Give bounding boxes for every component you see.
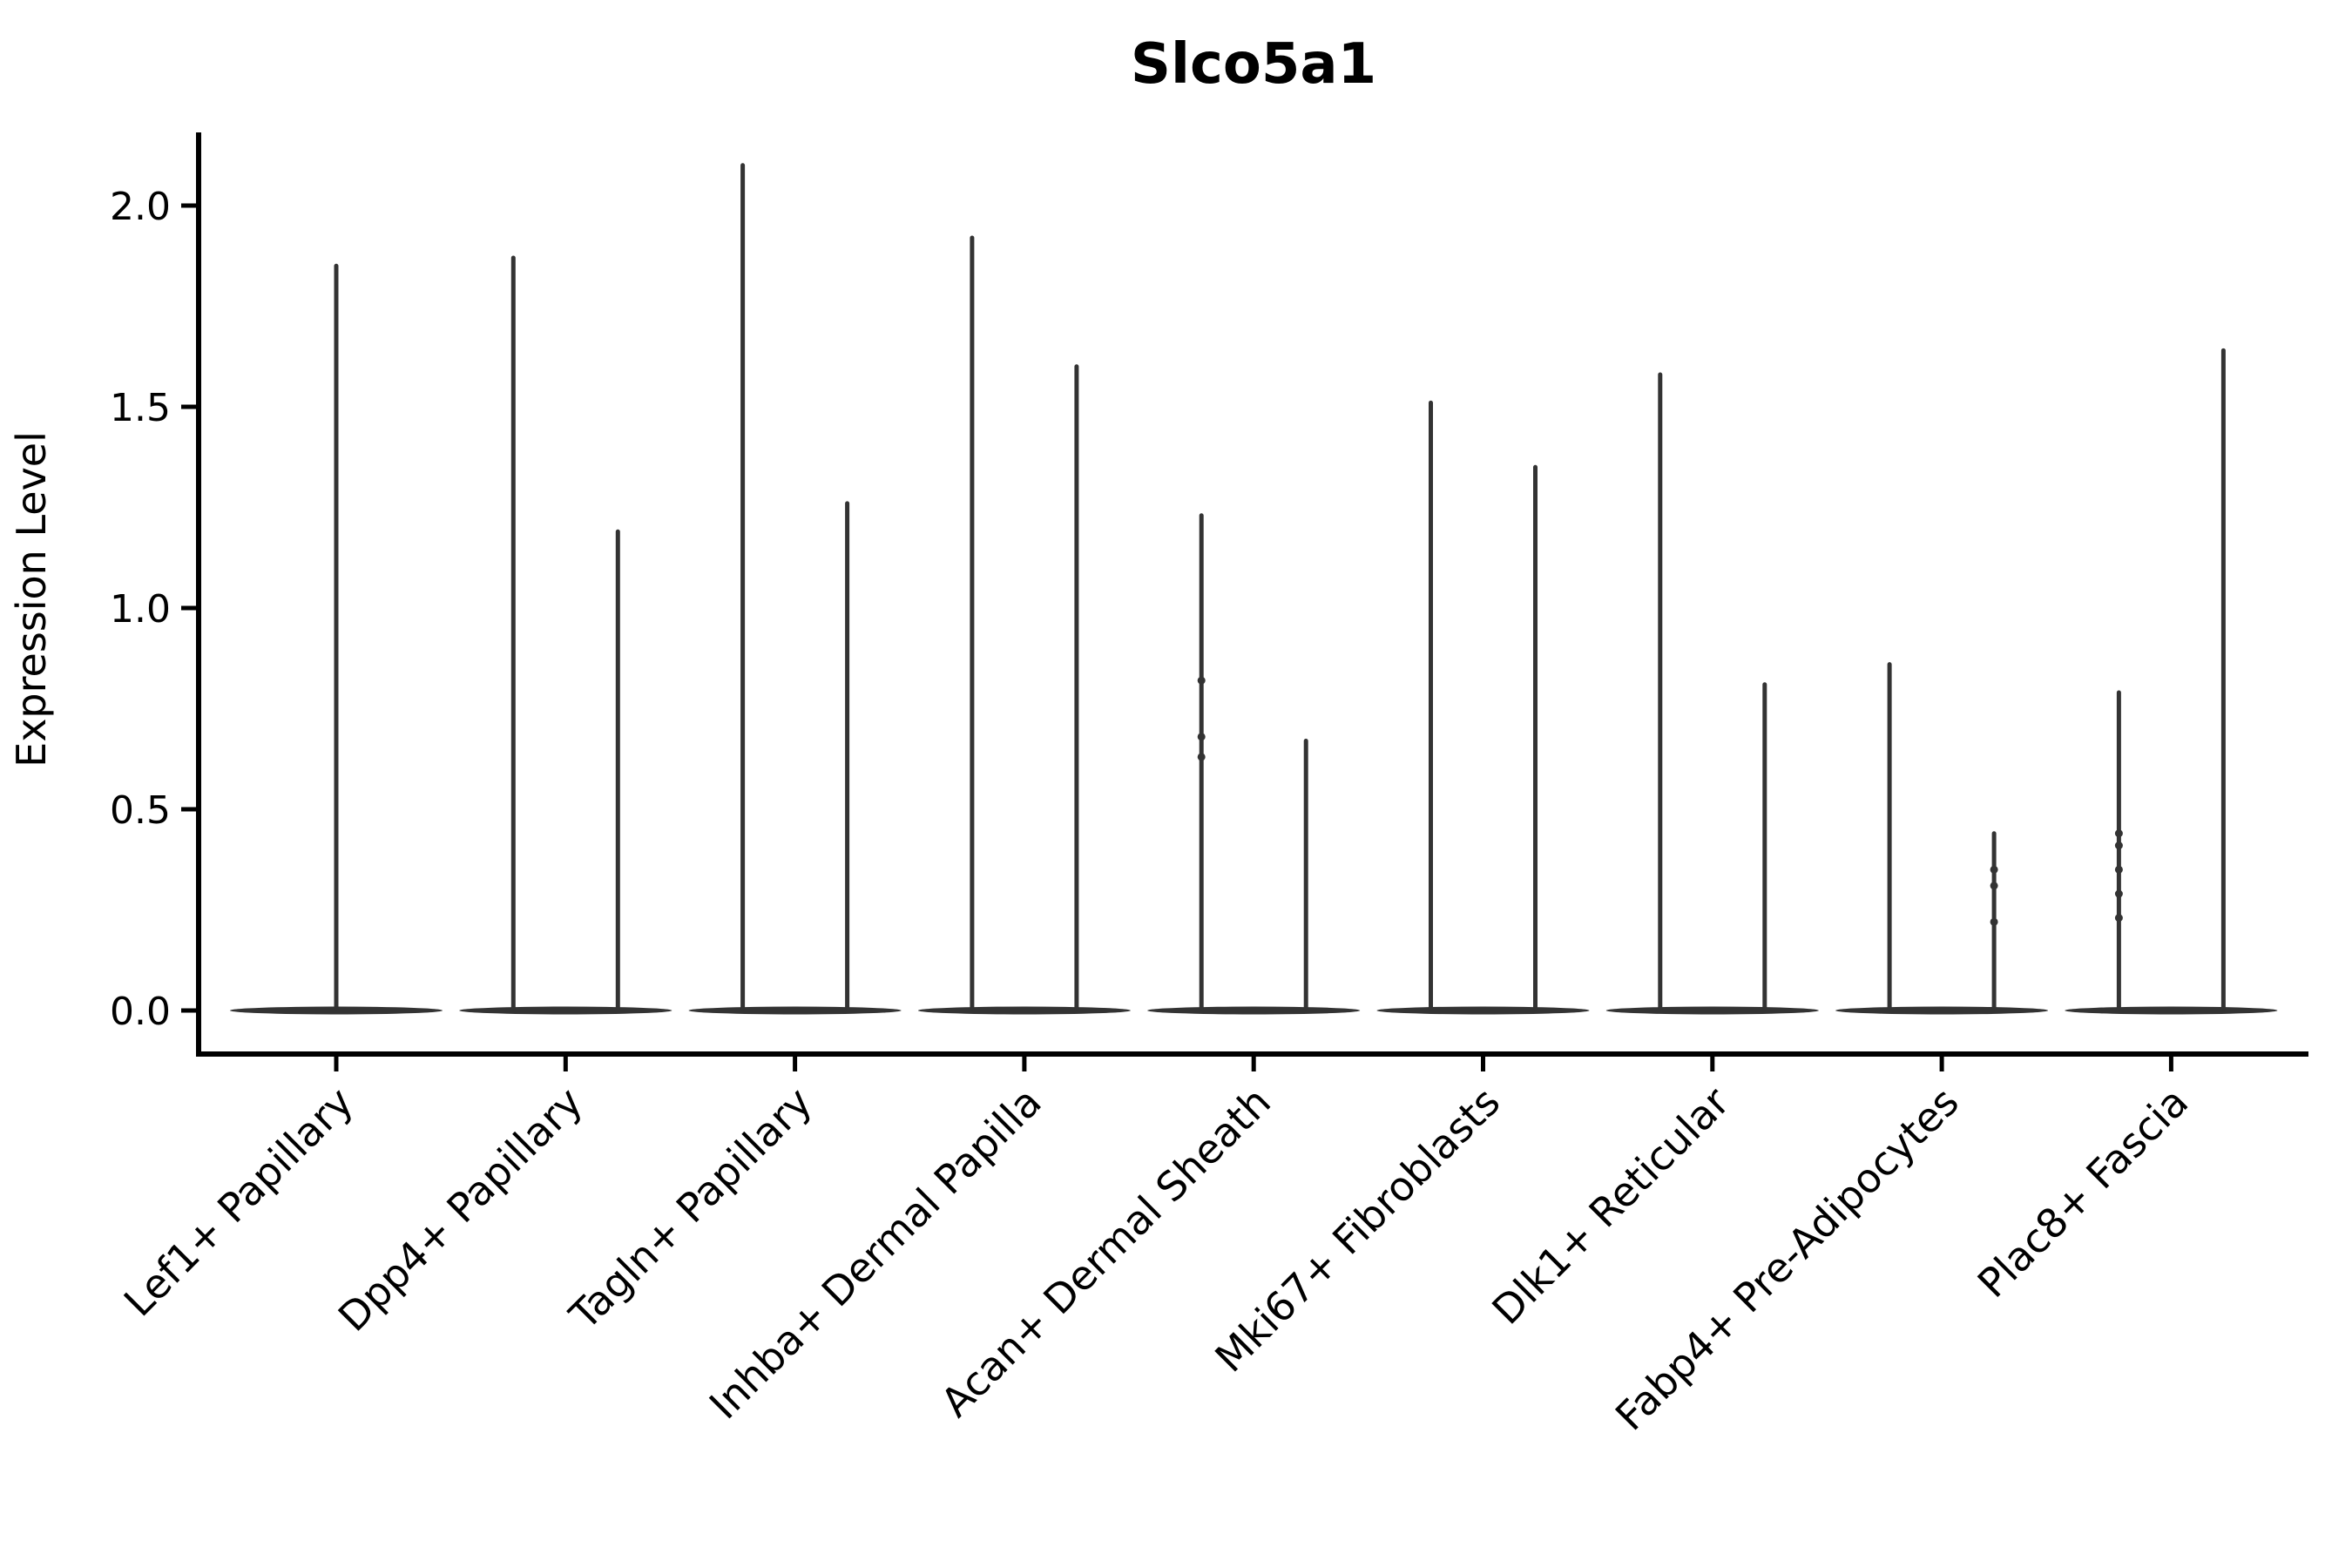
y-tick-label: 0.0	[110, 990, 171, 1034]
x-tick-label: Lef1+ Papillary	[115, 1078, 362, 1326]
y-axis-label: Expression Level	[8, 431, 55, 767]
y-tick-label: 1.5	[110, 386, 171, 430]
x-tick-label: Tagln+ Papillary	[560, 1078, 821, 1340]
expression-dot	[1990, 917, 1998, 926]
y-tick-label: 0.5	[110, 788, 171, 833]
expression-dot	[1197, 676, 1206, 685]
violin-baseline	[1835, 1006, 2049, 1015]
violin-baseline	[1147, 1006, 1361, 1015]
violin-baseline	[688, 1006, 902, 1015]
violin-baseline	[1605, 1006, 1819, 1015]
expression-dot	[1990, 882, 1998, 890]
expression-dot	[1197, 733, 1206, 741]
y-tick-label: 2.0	[110, 185, 171, 229]
expression-dot	[2114, 914, 2123, 923]
violin-baseline	[459, 1006, 672, 1015]
expression-dot	[2114, 889, 2123, 898]
chart-title: Slco5a1	[1131, 32, 1376, 97]
expression-dot	[1197, 753, 1206, 761]
expression-dot	[2114, 841, 2123, 850]
expression-dot	[2114, 829, 2123, 838]
x-tick-label: Dlk1+ Reticular	[1483, 1078, 1738, 1334]
violin-baseline	[917, 1006, 1131, 1015]
y-tick-label: 1.0	[110, 587, 171, 632]
expression-dot	[2114, 865, 2123, 874]
violin-baseline	[2065, 1006, 2278, 1015]
x-tick-label: Plac8+ Fascia	[1969, 1078, 2197, 1307]
expression-dot	[1990, 865, 1998, 874]
x-tick-label: Dpp4+ Papillary	[329, 1078, 591, 1341]
violin-baseline	[1376, 1006, 1590, 1015]
